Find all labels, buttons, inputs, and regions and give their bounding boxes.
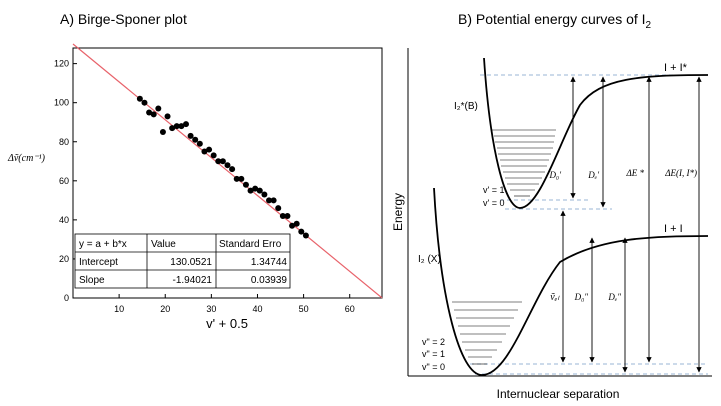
label-de-ground: Dₑ"	[607, 292, 621, 302]
y-axis-label: Δṽ(cm⁻¹)	[7, 153, 46, 164]
data-point	[201, 148, 208, 155]
y-tick-label: 0	[64, 293, 69, 303]
data-point	[136, 95, 143, 102]
fit-line-group	[72, 43, 383, 299]
x-tick-label: 10	[114, 304, 124, 314]
table-cell-intercept-label: Intercept	[79, 257, 118, 268]
data-point	[289, 222, 296, 229]
y-tick-label: 100	[54, 98, 69, 108]
separation-axis-label: Internuclear separation	[497, 387, 620, 401]
excited-vibrational-levels	[492, 129, 556, 197]
data-point	[238, 175, 245, 182]
fit-line	[72, 43, 383, 299]
x-tick-label: 60	[345, 304, 355, 314]
plot-frame	[72, 47, 383, 299]
label-de-excited: Dₑ'	[587, 170, 600, 180]
x-tick-label: 50	[299, 304, 309, 314]
table-cell-slope-label: Slope	[79, 275, 105, 286]
scatter-points	[136, 95, 309, 239]
table-header-value: Value	[151, 239, 176, 250]
data-point	[141, 99, 148, 106]
data-point	[298, 228, 305, 235]
data-point	[252, 185, 259, 192]
y-tick-label: 20	[59, 254, 69, 264]
label-d0-excited: D₀'	[548, 170, 562, 180]
label-d0-ground: D₀"	[574, 292, 589, 302]
y-tick-label: 120	[54, 59, 69, 69]
ground-level-label-v0: v" = 0	[422, 362, 445, 372]
excited-level-label-v0: v' = 0	[483, 198, 504, 208]
table-cell-intercept-value: 130.0521	[170, 257, 212, 268]
data-point	[178, 123, 185, 130]
panel-a-title: A) Birge-Sponer plot	[60, 11, 187, 27]
data-point	[242, 181, 249, 188]
excited-state-curve	[483, 57, 709, 209]
panel-b-title-subscript: 2	[646, 20, 652, 31]
table-cell-intercept-error: 1.34744	[251, 257, 288, 268]
data-point	[146, 109, 153, 116]
data-point	[187, 132, 194, 139]
data-point	[266, 197, 273, 204]
data-point	[275, 205, 282, 212]
y-axis: 0 20 40 60 80 100 120	[54, 59, 77, 303]
label-nu-el: ṽₑₗ	[550, 292, 560, 303]
x-axis-label: v' + 0.5	[206, 316, 248, 331]
x-tick-label: 30	[206, 304, 216, 314]
data-point	[169, 125, 176, 132]
ground-vibrational-levels	[452, 301, 522, 365]
excited-asymptote-label: I + I*	[664, 62, 688, 74]
data-point	[229, 166, 236, 173]
ground-level-label-v2: v" = 2	[422, 337, 445, 347]
data-point	[164, 113, 171, 120]
panel-b-title: B) Potential energy curves of I2	[458, 11, 652, 31]
ground-state-curve	[433, 187, 709, 376]
table-cell-slope-value: -1.94021	[173, 275, 213, 286]
ground-level-label-v1: v" = 1	[422, 349, 445, 359]
table-header-error: Standard Erro	[219, 239, 282, 250]
label-delta-e-star: ΔE *	[625, 168, 644, 178]
x-tick-label: 40	[252, 304, 262, 314]
ground-state-label: I₂ (X)	[418, 254, 441, 265]
data-point	[261, 191, 268, 198]
panel-b-potential-curves: B) Potential energy curves of I2 Energy …	[391, 11, 712, 401]
energy-arrows	[560, 76, 702, 373]
label-delta-e-total: ΔE(I, I*)	[664, 168, 697, 178]
panel-b-title-text: B) Potential energy curves of I	[458, 11, 646, 27]
data-point	[293, 220, 300, 227]
data-point	[256, 187, 263, 194]
panel-a-birge-sponer-plot: A) Birge-Sponer plot 0 20 40 60 80 100 120 10 2…	[7, 11, 383, 331]
data-point	[173, 123, 180, 130]
data-point	[270, 197, 277, 204]
excited-level-label-v1: v' = 1	[483, 185, 504, 195]
data-point	[302, 232, 309, 239]
data-point	[284, 212, 291, 219]
energy-axis-label: Energy	[391, 193, 405, 231]
ground-asymptote-label: I + I	[664, 223, 683, 235]
data-point	[219, 158, 226, 165]
y-tick-label: 80	[59, 137, 69, 147]
table-header-equation: y = a + b*x	[79, 239, 127, 250]
data-point	[233, 175, 240, 182]
fit-table: y = a + b*x Value Standard Erro Intercep…	[74, 233, 291, 289]
y-tick-label: 60	[59, 176, 69, 186]
x-tick-label: 20	[160, 304, 170, 314]
data-point	[247, 187, 254, 194]
excited-state-label: I₂*(B)	[454, 101, 478, 112]
data-point	[206, 146, 213, 153]
data-point	[155, 105, 162, 112]
table-cell-slope-error: 0.03939	[251, 275, 288, 286]
data-point	[159, 128, 166, 135]
data-point	[182, 121, 189, 128]
data-point	[224, 162, 231, 169]
data-point	[279, 212, 286, 219]
y-tick-label: 40	[59, 215, 69, 225]
x-axis: 10 20 30 40 50 60	[114, 294, 355, 314]
data-point	[215, 158, 222, 165]
data-point	[192, 136, 199, 143]
data-point	[210, 152, 217, 159]
data-point	[150, 111, 157, 118]
data-point	[196, 140, 203, 147]
